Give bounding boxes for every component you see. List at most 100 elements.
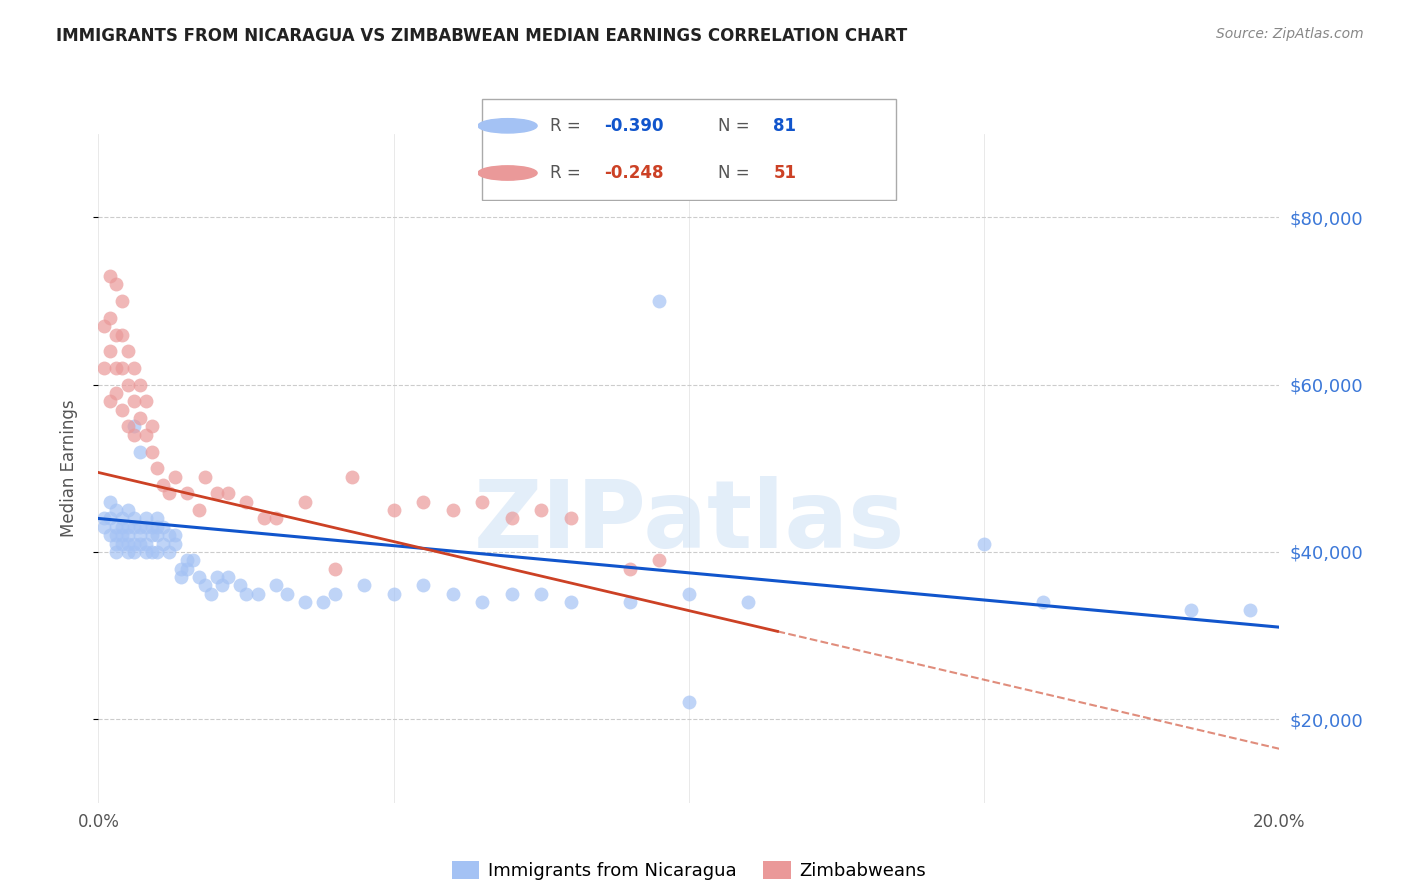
Point [501, 511, 523, 525]
Point [141, 528, 163, 542]
Point [176, 562, 198, 576]
Point [501, 587, 523, 601]
Point [217, 486, 239, 500]
Point [111, 528, 134, 542]
Point [194, 578, 217, 592]
Point [105, 277, 128, 292]
Point [135, 536, 157, 550]
Point [1032, 595, 1054, 609]
Point [157, 545, 180, 559]
Point [117, 503, 139, 517]
Point [105, 520, 128, 534]
Point [678, 696, 700, 710]
Text: R =: R = [550, 164, 586, 182]
Point [441, 503, 464, 517]
Point [128, 377, 150, 392]
Point [141, 444, 163, 458]
Point [229, 578, 252, 592]
Point [105, 327, 128, 342]
Point [146, 461, 169, 475]
Point [122, 511, 145, 525]
Point [530, 587, 553, 601]
Point [382, 587, 405, 601]
Point [128, 528, 150, 542]
Point [152, 536, 174, 550]
Point [152, 478, 174, 492]
Point [412, 578, 434, 592]
Point [648, 553, 671, 567]
Point [135, 520, 157, 534]
Point [619, 562, 641, 576]
Point [165, 536, 187, 550]
Point [246, 587, 269, 601]
Point [93, 361, 115, 376]
Point [128, 520, 150, 534]
Point [122, 419, 145, 434]
Point [122, 428, 145, 442]
Point [117, 536, 139, 550]
Point [111, 511, 134, 525]
Point [211, 578, 233, 592]
Point [294, 595, 316, 609]
Point [170, 562, 193, 576]
Point [146, 528, 169, 542]
Point [342, 469, 364, 483]
Point [165, 469, 187, 483]
Point [619, 595, 641, 609]
Point [105, 361, 128, 376]
Y-axis label: Median Earnings: Median Earnings [59, 400, 77, 537]
Point [382, 503, 405, 517]
Point [312, 595, 335, 609]
Point [253, 511, 276, 525]
Text: N =: N = [718, 117, 755, 135]
Text: ZIPatlas: ZIPatlas [474, 475, 904, 568]
Point [98, 511, 121, 525]
Point [105, 503, 128, 517]
Point [135, 428, 157, 442]
Point [323, 587, 346, 601]
Point [128, 536, 150, 550]
Point [187, 503, 209, 517]
Point [122, 545, 145, 559]
Point [146, 545, 169, 559]
Point [111, 536, 134, 550]
Point [1239, 603, 1261, 617]
Point [766, 813, 789, 827]
Point [93, 319, 115, 334]
Point [93, 520, 115, 534]
Point [353, 578, 375, 592]
Point [93, 511, 115, 525]
Text: -0.248: -0.248 [605, 164, 664, 182]
Point [264, 578, 287, 592]
Circle shape [478, 119, 537, 133]
Point [128, 411, 150, 425]
Point [122, 394, 145, 409]
Point [122, 536, 145, 550]
Point [135, 511, 157, 525]
Point [105, 528, 128, 542]
Point [111, 327, 134, 342]
Point [276, 587, 298, 601]
Point [98, 268, 121, 283]
Point [111, 294, 134, 309]
Point [205, 486, 228, 500]
Point [141, 419, 163, 434]
Point [678, 587, 700, 601]
Point [111, 520, 134, 534]
Point [264, 511, 287, 525]
Point [973, 536, 995, 550]
Point [648, 294, 671, 309]
Point [105, 386, 128, 401]
Text: N =: N = [718, 164, 755, 182]
Point [105, 536, 128, 550]
Point [98, 394, 121, 409]
Point [187, 570, 209, 584]
Text: Source: ZipAtlas.com: Source: ZipAtlas.com [1216, 27, 1364, 41]
Point [111, 402, 134, 417]
Point [98, 310, 121, 325]
Text: R =: R = [550, 117, 586, 135]
Point [170, 570, 193, 584]
Point [117, 545, 139, 559]
Point [135, 545, 157, 559]
Point [157, 486, 180, 500]
